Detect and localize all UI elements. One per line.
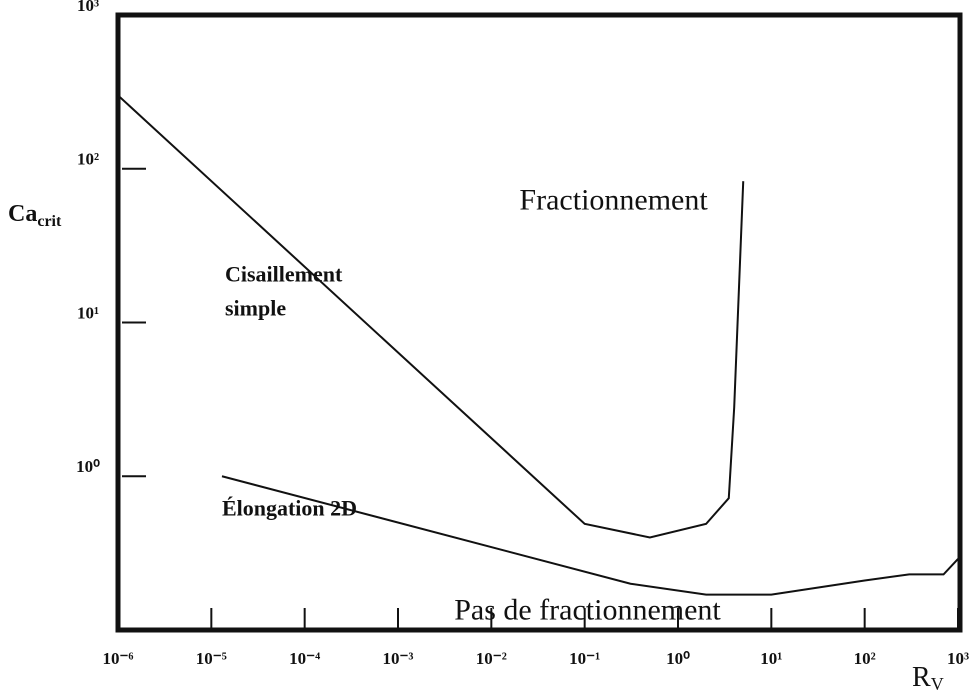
x-tick-label: 10⁻⁶ xyxy=(102,649,133,668)
x-tick-label: 10⁻¹ xyxy=(569,649,600,668)
x-axis-label-main: R xyxy=(912,662,931,693)
y-axis-label: Cacrit xyxy=(8,201,62,230)
annotation: Pas de fractionnement xyxy=(454,593,721,626)
y-tick-label: 10³ xyxy=(77,0,99,15)
y-tick-label: 10² xyxy=(77,150,99,169)
annotation: Élongation 2D xyxy=(222,495,357,520)
x-tick-label: 10¹ xyxy=(760,649,782,668)
y-tick-label: 10⁰ xyxy=(76,457,100,476)
x-axis-label: RV xyxy=(912,662,944,694)
x-tick-label: 10⁰ xyxy=(666,649,690,668)
x-tick-label: 10⁻³ xyxy=(382,649,413,668)
annotation: simple xyxy=(225,295,286,320)
y-axis-label-sub: crit xyxy=(37,213,62,230)
x-tick-label: 10⁻² xyxy=(476,649,507,668)
x-axis-label-sub: V xyxy=(931,674,944,694)
plot-frame xyxy=(115,12,963,633)
x-tick-label: 10² xyxy=(854,649,876,668)
x-tick-label: 10⁻⁴ xyxy=(289,649,320,668)
series-line xyxy=(221,475,959,596)
series-line xyxy=(117,94,745,539)
x-tick-label: 10⁻⁵ xyxy=(196,649,227,668)
y-tick-label: 10¹ xyxy=(77,303,99,322)
annotation: Fractionnement xyxy=(519,184,708,217)
y-axis-label-main: Ca xyxy=(8,201,37,227)
annotation: Cisaillement xyxy=(225,261,343,286)
x-tick-label: 10³ xyxy=(947,649,969,668)
